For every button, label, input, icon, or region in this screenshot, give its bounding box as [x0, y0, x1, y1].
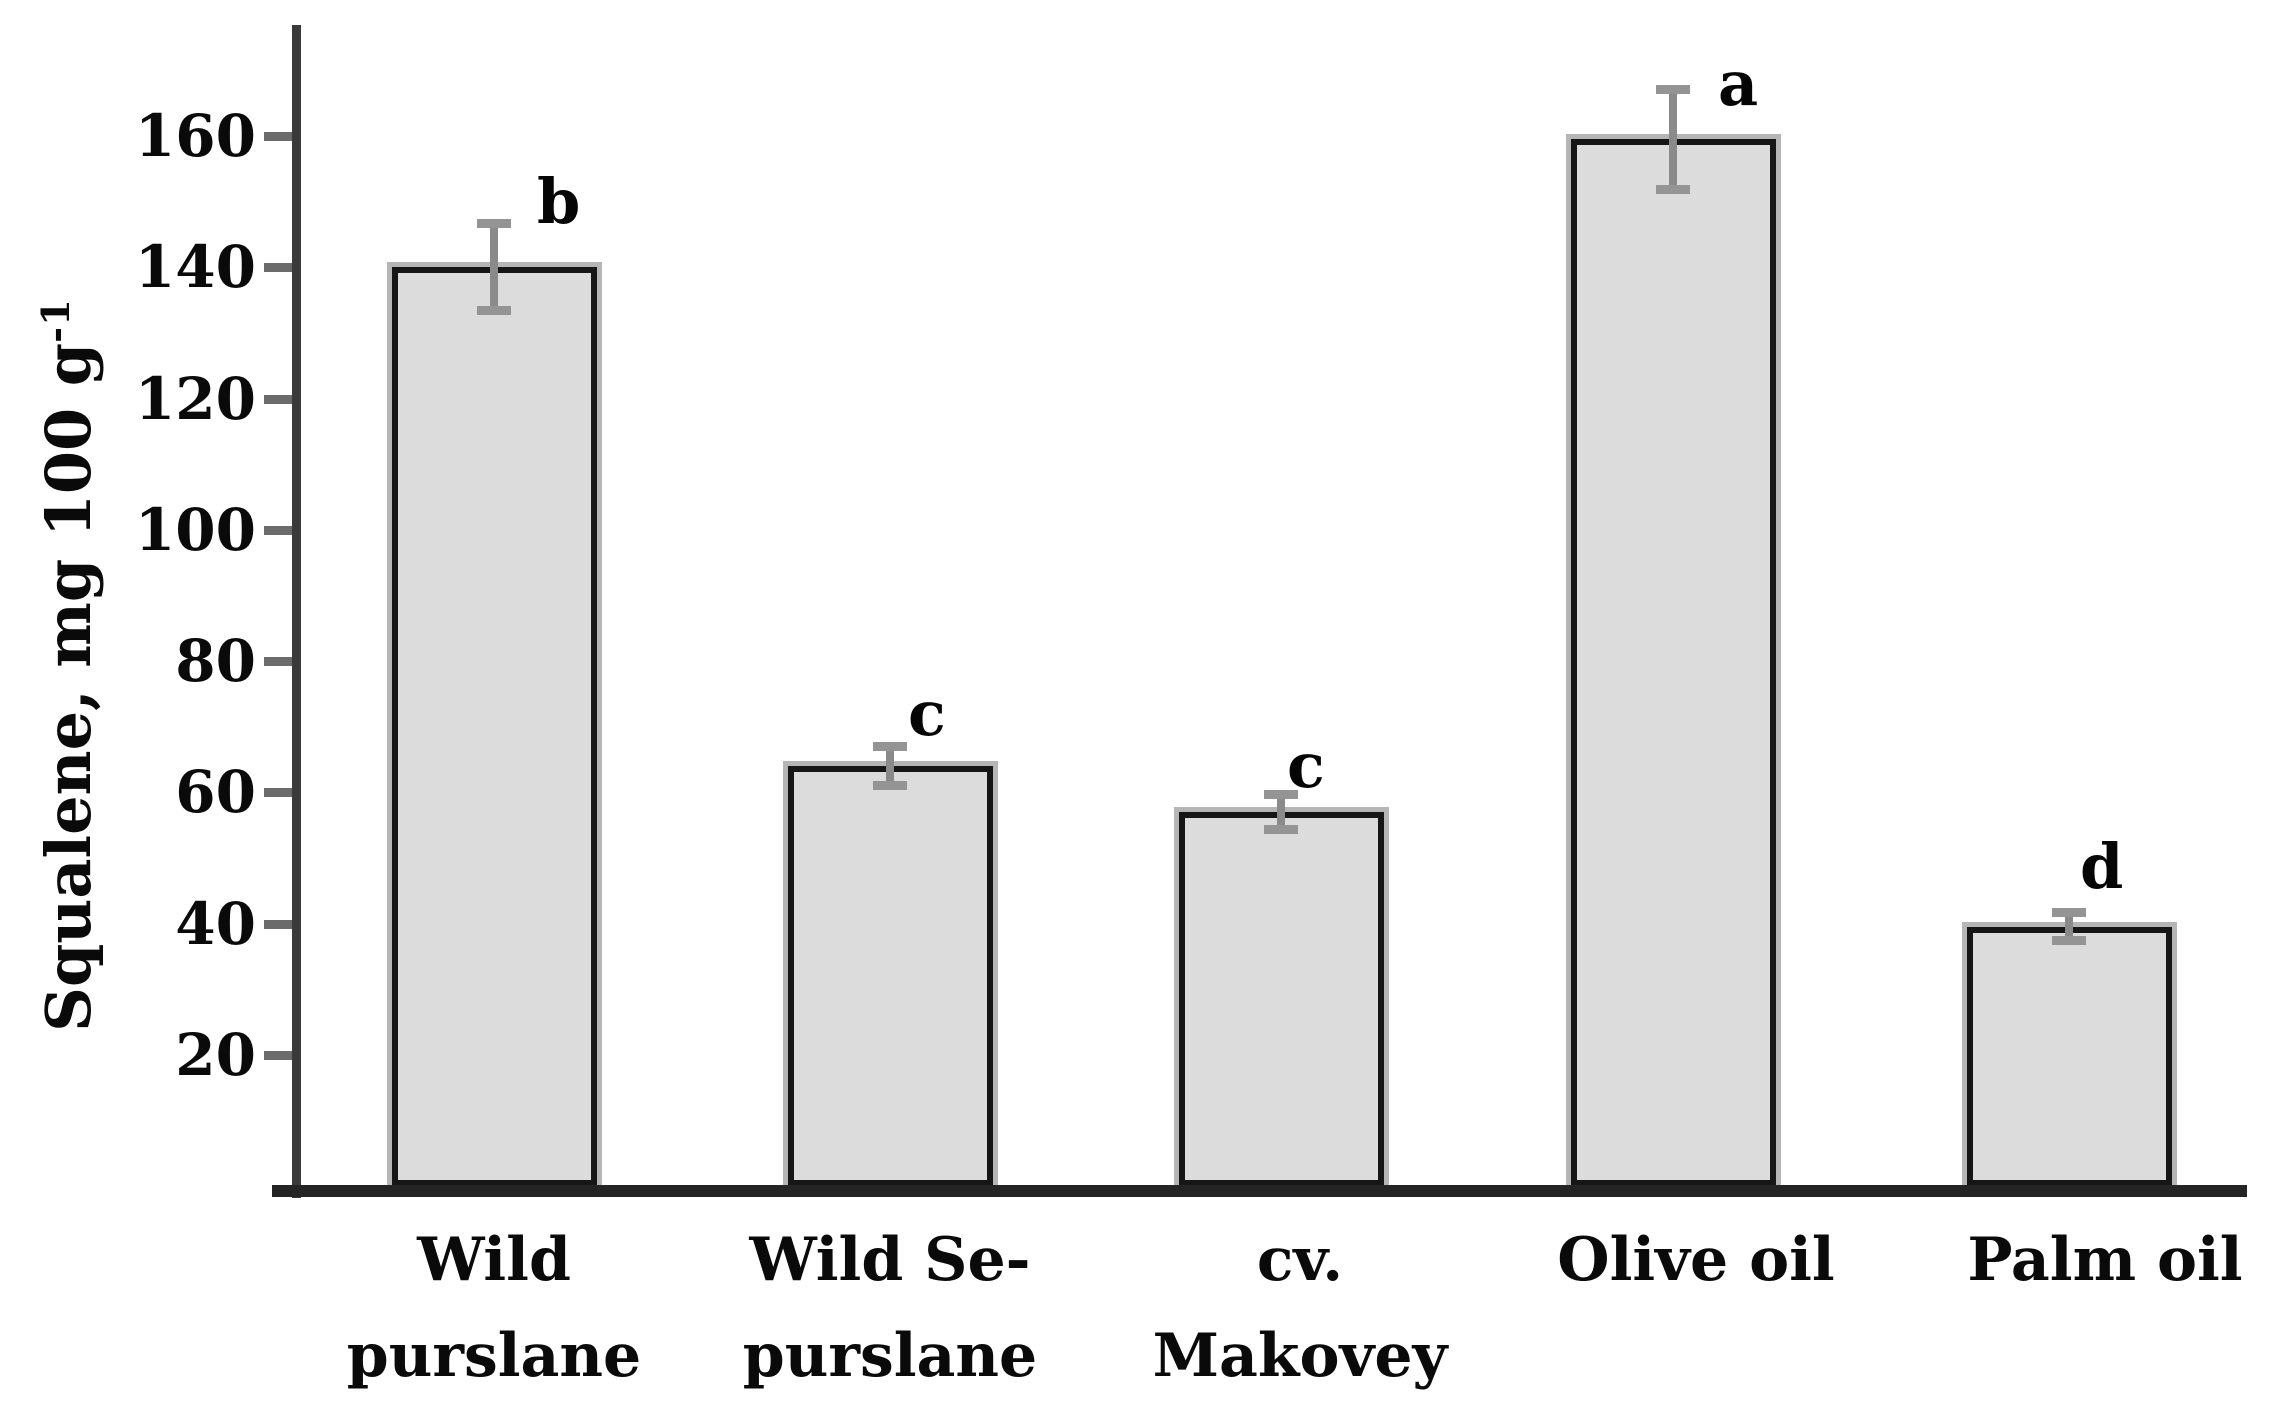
error-bar-stem [1669, 87, 1677, 192]
category-label-line: Olive oil [1557, 1225, 1835, 1295]
y-tick-label: 60 [175, 758, 256, 826]
y-tick-label: 40 [175, 890, 256, 958]
error-bar-top-cap [477, 219, 511, 228]
error-bar-stem [1277, 792, 1285, 831]
bar-cv-makovey [1174, 807, 1389, 1191]
y-tick-label: 140 [134, 233, 256, 301]
y-tick-mark [264, 526, 292, 535]
significance-letter: c [1287, 729, 1325, 802]
category-label-line: purslane [742, 1321, 1038, 1391]
y-tick-label: 160 [134, 102, 256, 170]
error-bar-top-cap [873, 742, 907, 751]
significance-letter: b [537, 165, 581, 238]
error-bar-bottom-cap [477, 306, 511, 315]
error-bar-top-cap [2052, 908, 2086, 917]
category-label: Wild Se-purslane [630, 1212, 1150, 1404]
y-tick-mark [264, 788, 292, 797]
y-tick-mark [264, 1051, 292, 1060]
error-bar-stem [2065, 910, 2073, 943]
bar-wild-se-purslane [783, 761, 998, 1191]
bar-olive-oil [1566, 134, 1781, 1191]
y-tick-mark [264, 395, 292, 404]
significance-letter: a [1718, 47, 1759, 120]
x-axis-line [272, 1185, 2247, 1197]
y-tick-mark [264, 920, 292, 929]
error-bar-bottom-cap [1656, 185, 1690, 194]
error-bar-top-cap [1656, 85, 1690, 94]
error-bar-bottom-cap [873, 781, 907, 790]
category-label: cv. Makovey [1040, 1212, 1560, 1404]
category-label: Palm oil [1845, 1212, 2270, 1308]
bar-wild-purslane [387, 262, 602, 1191]
y-tick-label: 100 [134, 496, 256, 564]
y-tick-mark [264, 263, 292, 272]
error-bar-bottom-cap [1264, 825, 1298, 834]
error-bar-bottom-cap [2052, 936, 2086, 945]
category-label: Wild purslane [234, 1212, 754, 1404]
bar-palm-oil [1962, 922, 2177, 1191]
y-tick-mark [264, 657, 292, 666]
y-tick-label: 120 [134, 365, 256, 433]
category-label-line: cv. [1256, 1225, 1344, 1295]
category-label-line: Wild Se- [749, 1225, 1031, 1295]
category-label-line: Makovey [1152, 1321, 1448, 1391]
category-label-line: purslane [346, 1321, 642, 1391]
significance-letter: d [2080, 830, 2124, 903]
category-label: Olive oil [1436, 1212, 1956, 1308]
category-label-line: Wild [417, 1225, 571, 1295]
y-tick-label: 80 [175, 627, 256, 695]
category-label-line: Palm oil [1967, 1225, 2243, 1295]
error-bar-stem [886, 744, 894, 787]
significance-letter: c [908, 677, 946, 750]
y-tick-mark [264, 132, 292, 141]
y-tick-label: 20 [175, 1021, 256, 1089]
error-bar-stem [490, 221, 498, 313]
y-axis-line [292, 25, 301, 1198]
error-bar-top-cap [1264, 790, 1298, 799]
